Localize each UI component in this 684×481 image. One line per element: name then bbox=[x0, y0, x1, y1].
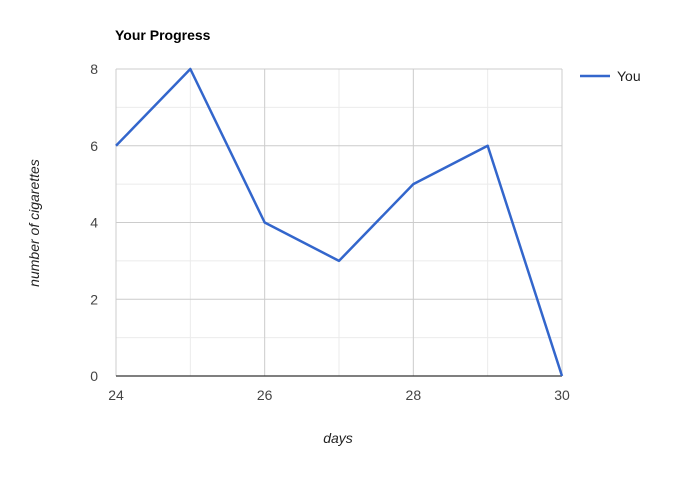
legend[interactable]: You bbox=[580, 68, 641, 84]
x-axis-title: days bbox=[323, 430, 353, 446]
x-tick-label: 24 bbox=[108, 387, 124, 403]
x-tick-label: 28 bbox=[406, 387, 422, 403]
y-tick-label: 0 bbox=[90, 368, 98, 384]
legend-label: You bbox=[617, 68, 641, 84]
grid-lines bbox=[115, 68, 563, 376]
x-tick-label: 26 bbox=[257, 387, 273, 403]
chart-title: Your Progress bbox=[115, 27, 211, 43]
y-axis-title: number of cigarettes bbox=[26, 159, 42, 287]
y-tick-label: 4 bbox=[90, 215, 98, 231]
x-tick-label: 30 bbox=[554, 387, 570, 403]
y-tick-label: 2 bbox=[90, 291, 98, 307]
series-lines bbox=[115, 67, 564, 377]
y-tick-label: 8 bbox=[90, 61, 98, 77]
y-tick-label: 6 bbox=[90, 138, 98, 154]
series-line-you bbox=[115, 67, 564, 377]
